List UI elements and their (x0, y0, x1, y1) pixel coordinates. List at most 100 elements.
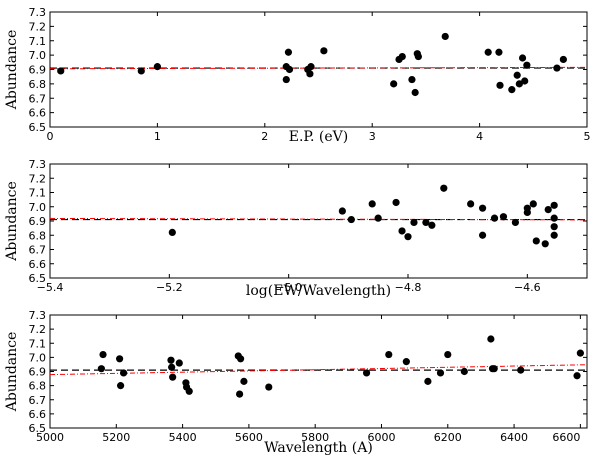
x-tick-label: 5000 (36, 431, 64, 444)
data-point (265, 383, 273, 391)
data-point (410, 218, 418, 227)
data-point (441, 32, 449, 41)
data-point (168, 363, 176, 371)
data-point (541, 240, 549, 248)
data-point (398, 227, 406, 235)
data-point (398, 52, 406, 61)
data-point (550, 223, 558, 231)
y-tick-label: 7.0 (29, 49, 47, 62)
data-point (515, 80, 523, 88)
axes-frame (49, 314, 588, 429)
data-point (237, 355, 245, 363)
x-tick-label: 6600 (552, 431, 580, 444)
data-point (168, 228, 176, 236)
x-tick-label: 1 (154, 130, 161, 143)
x-tick-label: 5600 (235, 431, 263, 444)
fit-line (49, 364, 588, 376)
data-point (487, 335, 495, 343)
data-point (99, 350, 107, 359)
data-point (496, 81, 504, 89)
data-point (362, 369, 371, 377)
panel-wavelength: 6.56.66.76.86.9 7.07.17.27.3 5000 5200 5400 5… (4, 309, 588, 456)
x-tick-label: 6400 (500, 431, 528, 444)
data-point (428, 221, 436, 229)
data-point (478, 231, 487, 239)
panel-ep: 6.56.6 6.76.86.9 7.07.1 7.27.3 0 1 2 3 4 5 E.P. (e… (4, 6, 590, 145)
data-point (414, 52, 422, 61)
y-tick-label: 7.1 (29, 337, 47, 350)
x-tick-label: −5.4 (37, 281, 64, 294)
data-point (460, 367, 468, 376)
data-point (521, 77, 529, 85)
data-point (411, 88, 419, 97)
data-point (573, 372, 581, 380)
data-point (495, 48, 503, 56)
data-point (444, 350, 452, 359)
y-tick-label: 6.5 (29, 121, 47, 134)
data-point (57, 67, 65, 75)
data-point (306, 70, 314, 78)
x-tick-label: 5 (584, 130, 590, 143)
data-point (153, 63, 161, 71)
panel-log-ew: 6.56.66.7 6.86.97.07.1 7.27.3 −5.4 −5.2 −5.0 −… (4, 158, 588, 299)
x-axis-label: E.P. (eV) (289, 129, 348, 145)
x-tick-label: −5.0 (275, 281, 302, 294)
y-axis-label: Abundance (4, 30, 20, 111)
y-tick-label: 6.9 (29, 64, 47, 77)
data-point (307, 63, 315, 71)
y-tick-label: 6.6 (29, 408, 47, 421)
data-point (240, 377, 248, 385)
fit-line (49, 66, 588, 70)
y-tick-label: 6.6 (29, 258, 47, 271)
x-tick-label: −4.8 (395, 281, 422, 294)
data-point (282, 75, 290, 84)
data-point (518, 54, 527, 62)
data-point (137, 67, 145, 75)
data-point (436, 369, 445, 377)
x-axis-label: Wavelength (A) (264, 440, 373, 456)
data-point (484, 48, 492, 56)
y-tick-label: 6.9 (29, 366, 47, 379)
data-point (404, 233, 412, 241)
y-tick-label: 6.8 (29, 78, 47, 91)
data-point (284, 48, 293, 56)
data-point (517, 366, 525, 374)
y-axis-label: Abundance (4, 181, 20, 262)
x-tick-label: 6000 (367, 431, 395, 444)
x-tick-label: 6200 (434, 431, 462, 444)
y-tick-label: 6.9 (29, 215, 47, 228)
data-point (285, 65, 294, 74)
x-tick-label: 2 (261, 130, 268, 143)
data-point (402, 358, 410, 366)
data-point (576, 349, 584, 357)
y-tick-label: 7.1 (29, 35, 47, 48)
y-tick-label: 6.8 (29, 380, 47, 393)
data-point (511, 218, 519, 227)
data-point (559, 55, 567, 64)
data-point (97, 365, 105, 373)
data-point (550, 201, 558, 209)
data-point (523, 208, 531, 217)
y-tick-label: 7.2 (29, 172, 47, 185)
data-point (467, 200, 475, 208)
y-tick-label: 7.3 (29, 309, 47, 322)
y-tick-label: 6.8 (29, 229, 47, 242)
data-point (440, 184, 448, 192)
data-point (508, 86, 516, 94)
data-point (169, 373, 177, 381)
x-tick-label: 5200 (102, 431, 130, 444)
y-tick-label: 7.3 (29, 158, 47, 171)
y-tick-label: 6.7 (29, 394, 47, 407)
data-point (175, 359, 183, 367)
x-tick-label: −5.2 (156, 281, 183, 294)
y-tick-label: 7.3 (29, 6, 47, 19)
y-tick-label: 7.0 (29, 201, 47, 214)
y-tick-label: 7.1 (29, 187, 47, 200)
data-point (185, 387, 193, 395)
x-tick-label: 5800 (301, 431, 329, 444)
data-point (490, 365, 498, 373)
data-point (544, 206, 552, 214)
data-point (117, 382, 125, 390)
data-point (553, 64, 561, 72)
data-point (529, 200, 537, 208)
